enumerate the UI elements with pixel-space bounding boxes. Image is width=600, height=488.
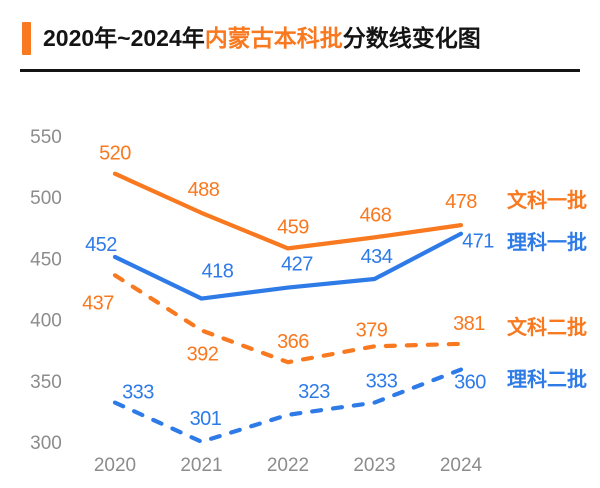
data-label-1-0: 452 (85, 234, 117, 256)
x-axis-tick-label: 2021 (180, 455, 222, 476)
y-axis-tick-label: 300 (30, 433, 62, 454)
legend-label-3: 理科二批 (507, 367, 587, 391)
x-axis-tick-label: 2023 (353, 455, 395, 476)
x-axis-tick-label: 2020 (94, 455, 136, 476)
series-line-1 (112, 231, 464, 301)
data-label-1-4: 471 (462, 231, 494, 253)
data-label-3-4: 360 (454, 372, 486, 394)
title-prefix: 2020年~2024年 (43, 24, 205, 51)
legend-label-1: 理科一批 (507, 230, 587, 254)
legend-label-2: 文科二批 (507, 315, 587, 339)
data-label-0-0: 520 (99, 143, 131, 165)
data-label-1-3: 434 (361, 246, 393, 268)
y-axis-tick-label: 550 (30, 127, 62, 148)
title-divider (20, 69, 580, 72)
y-axis-tick-label: 400 (30, 311, 62, 332)
data-label-2-4: 381 (453, 313, 485, 335)
data-label-0-2: 459 (277, 216, 309, 238)
series-line-2 (112, 273, 464, 365)
data-label-0-3: 468 (360, 204, 392, 226)
x-axis-tick-label: 2022 (267, 455, 309, 476)
x-axis-tick-label: 2024 (440, 455, 483, 476)
y-axis-tick-label: 500 (30, 188, 62, 209)
data-label-0-1: 488 (188, 179, 220, 201)
series-line-3 (112, 367, 464, 444)
data-label-2-2: 366 (277, 331, 309, 353)
title-highlight: 内蒙古本科批 (204, 24, 343, 51)
data-label-3-0: 333 (122, 382, 154, 404)
data-label-3-1: 301 (190, 408, 222, 430)
data-label-0-4: 478 (445, 191, 477, 213)
data-label-1-1: 418 (202, 261, 234, 283)
data-label-2-1: 392 (187, 343, 219, 365)
data-label-2-0: 437 (82, 292, 114, 314)
series-line-0 (112, 171, 464, 251)
data-label-1-2: 427 (281, 254, 313, 276)
data-label-3-3: 333 (366, 371, 398, 393)
data-label-2-3: 379 (356, 319, 388, 341)
y-axis-tick-label: 450 (30, 249, 62, 270)
page-title: 2020年~2024年内蒙古本科批分数线变化图 (43, 25, 481, 53)
title-suffix: 分数线变化图 (342, 24, 481, 51)
title-accent-bar (22, 22, 31, 55)
legend-label-0: 文科一批 (507, 188, 587, 212)
y-axis-tick-label: 350 (30, 372, 62, 393)
data-label-3-2: 323 (298, 381, 330, 403)
header: 2020年~2024年内蒙古本科批分数线变化图 (22, 22, 481, 55)
